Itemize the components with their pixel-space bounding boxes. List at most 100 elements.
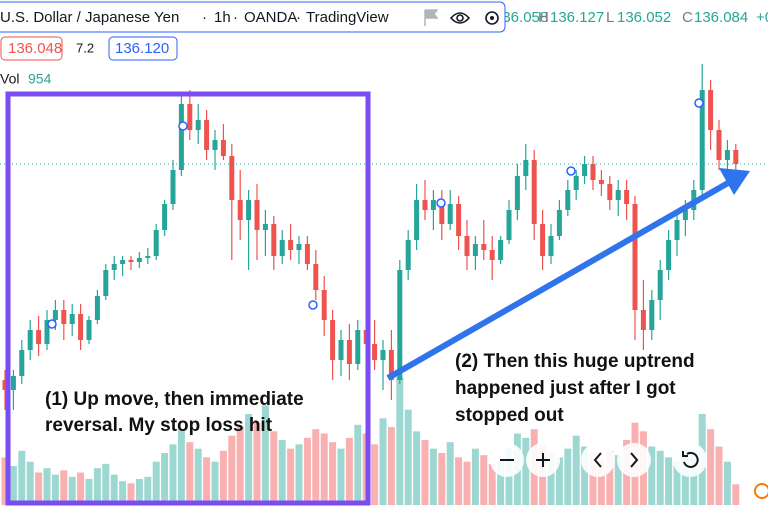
candle-body (44, 320, 50, 344)
flag-icon[interactable] (424, 9, 439, 26)
candle-body (246, 200, 252, 220)
volume-bar (203, 457, 211, 505)
candle-body (632, 204, 638, 310)
volume-bar (26, 461, 34, 505)
volume-bar (345, 437, 353, 505)
candle-body (405, 240, 411, 270)
highlight-box (5, 91, 371, 506)
volume-bar (597, 459, 605, 505)
scroll-right-button[interactable] (617, 443, 651, 477)
close-value: 136.084 (694, 9, 748, 26)
separator: · (202, 9, 207, 26)
candle-body (237, 200, 243, 220)
candle-body (464, 236, 470, 256)
candle-body (338, 340, 344, 360)
volume-bar (320, 433, 328, 505)
candle-body (330, 320, 336, 360)
candle-body (716, 130, 722, 160)
high-label: H (538, 9, 549, 26)
candle-body (447, 204, 453, 224)
volume-bar (85, 479, 93, 505)
volume-bar (228, 435, 236, 505)
candle-body (321, 290, 327, 320)
volume-bar (303, 437, 311, 505)
trend-arrow (386, 180, 730, 381)
spread: 7.2 (76, 40, 94, 55)
reset-button[interactable] (673, 443, 707, 477)
volume-bar (152, 461, 160, 505)
candle-body (514, 176, 520, 210)
volume-bar (387, 427, 395, 505)
candle-body (128, 260, 134, 262)
separator: · (233, 9, 238, 26)
candle-body (699, 90, 705, 190)
price-pane (0, 64, 768, 410)
candle-body (422, 200, 428, 210)
candle-body (456, 204, 462, 236)
candle-body (372, 344, 378, 360)
event-marker (436, 198, 446, 208)
candle-body (657, 270, 663, 300)
volume-bar (93, 468, 101, 505)
candle-body (414, 200, 420, 240)
volume-bar (463, 461, 471, 505)
volume-bar (119, 481, 127, 505)
zoom-in-button[interactable] (526, 443, 560, 477)
volume-bar (177, 429, 185, 505)
volume-bar (1, 457, 9, 505)
candle-body (430, 200, 436, 210)
candle-body (733, 150, 739, 164)
annotation-text: reversal. My stop loss hit (45, 415, 273, 436)
volume-bar (354, 424, 362, 505)
candle-body (598, 180, 604, 184)
candle-body (388, 350, 394, 380)
candle-body (78, 314, 84, 340)
candle-body (506, 210, 512, 240)
volume-bar (497, 459, 505, 505)
timer-icon (754, 483, 768, 499)
volume-bar (77, 472, 85, 505)
symbol[interactable]: U.S. Dollar / Japanese Yen (0, 9, 179, 26)
candle-body (472, 244, 478, 256)
settings-icon[interactable] (485, 11, 499, 25)
volume-bar (194, 448, 202, 505)
scroll-left-button[interactable] (581, 443, 615, 477)
candle-body (666, 240, 672, 270)
bid-box[interactable] (0, 36, 63, 61)
ask-box[interactable] (108, 36, 178, 61)
eye-icon[interactable] (449, 12, 471, 24)
open-value: 136.058 (494, 9, 548, 26)
volume-bar (68, 476, 76, 505)
volume-bar (589, 453, 597, 505)
candle-body (69, 314, 75, 324)
volume-bar (732, 484, 740, 505)
volume-bar (665, 457, 673, 505)
volume-bar (446, 442, 454, 505)
volume-bar (60, 470, 68, 505)
candle-body (498, 240, 504, 260)
candle-body (52, 310, 58, 320)
high-value: 136.127 (550, 9, 604, 26)
candle-body (10, 376, 16, 390)
annotation-text: stopped out (455, 405, 564, 426)
volume-bar (102, 463, 110, 505)
event-marker (47, 319, 57, 329)
interval[interactable]: 1h (214, 9, 231, 26)
candle-body (481, 244, 487, 250)
candle-body (380, 350, 386, 360)
candle-body (178, 104, 184, 170)
volume-bar (135, 479, 143, 505)
volume-bar (715, 446, 723, 505)
candle-body (624, 190, 630, 204)
volume-bar (656, 450, 664, 505)
close-label: C (682, 9, 693, 26)
volume-value: 954 (28, 71, 52, 87)
broker: OANDA (244, 9, 297, 26)
volume-bar (480, 455, 488, 505)
candle-body (86, 320, 92, 340)
volume-bar (287, 448, 295, 505)
zoom-out-button[interactable] (490, 443, 524, 477)
volume-bar (127, 483, 135, 505)
candle-body (162, 204, 168, 230)
candle-body (573, 176, 579, 190)
